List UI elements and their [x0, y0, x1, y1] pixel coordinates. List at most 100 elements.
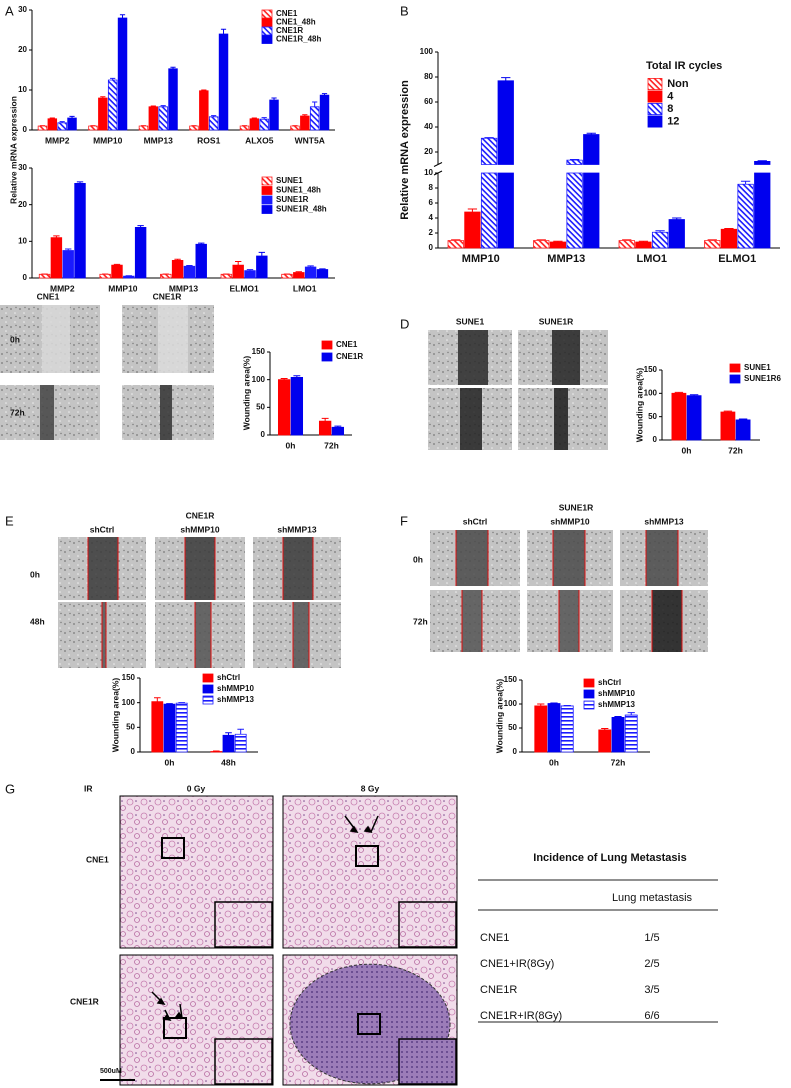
legend-label: shMMP13	[598, 700, 635, 709]
bar	[168, 68, 178, 131]
y-tick-label: 150	[122, 673, 136, 682]
error-bar	[211, 115, 217, 117]
error-bar	[307, 265, 314, 267]
row-label: CNE1R	[70, 996, 99, 1006]
bar	[754, 160, 771, 249]
wound-gap	[462, 590, 482, 652]
legend-swatch	[583, 678, 595, 688]
y-axis-label: Relative mRNA expression	[8, 96, 18, 204]
legend-label: SUNE1R6	[744, 374, 781, 383]
bar	[534, 705, 548, 753]
y-tick-label: 100	[504, 699, 518, 708]
arrow	[162, 1009, 172, 1022]
x-tick-label: MMP2	[50, 283, 75, 293]
bar	[195, 243, 207, 279]
bar	[304, 266, 317, 279]
x-tick-label: ALXO5	[245, 135, 274, 145]
y-tick-label: 2	[429, 228, 434, 237]
row-label: 0h	[30, 569, 40, 579]
error-bar	[321, 417, 329, 422]
legend-swatch	[261, 9, 273, 19]
error-bar	[738, 418, 748, 420]
panel-letter: A	[5, 3, 14, 18]
wound-gap	[283, 537, 313, 600]
bar	[598, 729, 612, 753]
bar	[671, 392, 687, 441]
inset	[214, 901, 273, 948]
legend-swatch	[202, 673, 214, 683]
y-tick-label: 10	[18, 85, 27, 94]
legend-label: shCtrl	[598, 678, 621, 687]
y-tick-label: 0	[429, 243, 434, 252]
bar	[651, 231, 669, 249]
error-bar	[271, 97, 277, 100]
x-tick-label: MMP2	[45, 135, 70, 145]
y-tick-label: 100	[122, 698, 136, 707]
bar	[318, 420, 332, 436]
bar	[107, 79, 118, 131]
error-bar	[235, 261, 242, 266]
error-bar	[672, 217, 682, 220]
y-tick-label: 4	[429, 213, 434, 222]
error-bar	[53, 235, 60, 238]
bar	[249, 118, 260, 131]
bar	[566, 159, 583, 249]
panel-letter: D	[400, 316, 409, 331]
error-bar	[740, 180, 751, 185]
bar	[123, 275, 135, 279]
inset	[398, 901, 457, 948]
wound-gap	[158, 305, 188, 373]
legend-swatch	[583, 689, 595, 699]
error-bar	[707, 239, 717, 241]
legend-swatch	[261, 195, 273, 205]
error-bar	[251, 117, 257, 119]
error-bar	[154, 697, 161, 702]
error-bar	[723, 410, 733, 412]
error-bar	[655, 230, 665, 233]
bar	[281, 273, 293, 279]
error-bar	[536, 239, 546, 241]
row-header: IR	[84, 783, 93, 793]
error-bar	[113, 263, 121, 266]
x-tick-label: WNT5A	[295, 135, 325, 145]
error-bar	[537, 703, 545, 706]
error-bar	[312, 101, 318, 107]
error-bar	[201, 89, 207, 91]
wound-gap	[160, 385, 172, 440]
x-tick-label: ROS1	[197, 135, 220, 145]
row-label: CNE1	[86, 854, 109, 864]
wound-gap	[460, 388, 482, 450]
axis-break	[433, 162, 443, 167]
wound-gap	[293, 602, 309, 668]
bar	[624, 714, 638, 753]
y-tick-label: 0	[653, 435, 658, 444]
column-label: SUNE1	[456, 316, 485, 326]
error-bar	[293, 375, 301, 378]
legend-swatch	[583, 700, 595, 710]
y-axis-label: Wounding area(%)	[241, 356, 251, 431]
wound-gap	[553, 530, 585, 586]
x-tick-label: 48h	[221, 757, 236, 767]
error-bar	[76, 181, 84, 184]
y-tick-label: 50	[256, 402, 265, 411]
y-tick-label: 8	[429, 183, 434, 192]
table-cell: CNE1R+IR(8Gy)	[480, 1010, 562, 1022]
x-tick-label: 0h	[165, 757, 175, 767]
x-tick-label: ELMO1	[229, 283, 259, 293]
table-title: Incidence of Lung Metastasis	[533, 852, 686, 864]
inset	[214, 1038, 273, 1085]
arrow	[151, 991, 166, 1006]
wound-gap	[88, 537, 118, 600]
bar	[316, 269, 329, 279]
table-cell: 3/5	[644, 984, 659, 996]
x-tick-label: LMO1	[293, 283, 317, 293]
legend-swatch	[647, 115, 663, 128]
y-tick-label: 50	[648, 412, 657, 421]
bar	[239, 125, 250, 131]
bar	[290, 125, 300, 131]
wound-gap	[185, 537, 215, 600]
x-tick-label: 0h	[682, 445, 692, 455]
bar	[549, 241, 567, 249]
bar	[234, 733, 247, 753]
error-bar	[627, 712, 635, 716]
